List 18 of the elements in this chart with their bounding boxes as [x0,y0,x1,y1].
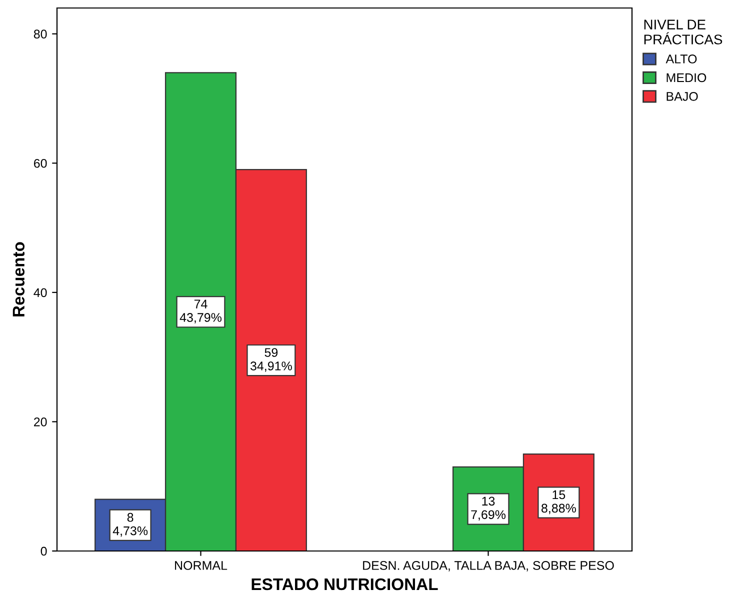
x-axis-title: ESTADO NUTRICIONAL [252,578,438,590]
x-tick-label: DESN. AGUDA, TALLA BAJA, SOBRE PESO [363,561,614,572]
y-axis-title: Recuento [12,242,25,316]
data-label: 15 8,88% [542,490,576,514]
data-label: 8 4,73% [112,512,148,537]
data-label: 74 43,79% [180,300,222,324]
y-tick-label: 0 [40,546,47,556]
legend-label: MEDIO [666,73,706,82]
legend-title: NIVEL DE PRÁCTICAS [644,20,722,44]
y-tick-label: 20 [34,418,47,426]
legend-label: BAJO [666,92,698,101]
y-tick-label: 80 [34,30,47,39]
y-tick-label: 60 [34,158,47,168]
data-label: 13 7,69% [471,496,506,521]
x-tick-label: NORMAL [175,561,228,570]
legend-label: ALTO [666,54,697,64]
y-tick-label: 40 [34,288,47,298]
data-label: 59 34,91% [250,348,292,372]
